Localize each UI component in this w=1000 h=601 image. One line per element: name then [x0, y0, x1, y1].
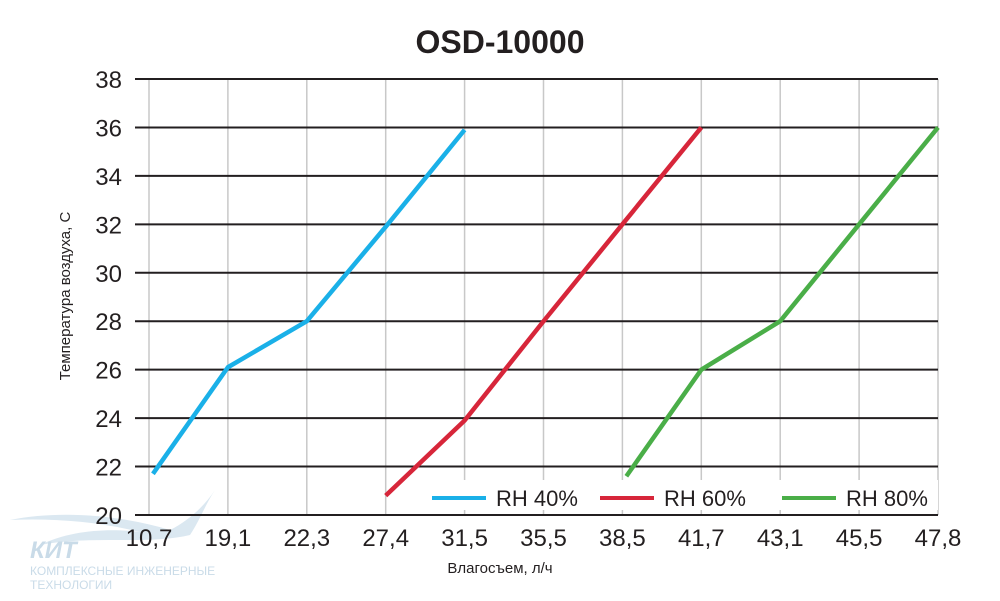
y-tick-labels: 20 22 24 26 28 30 32 34 36 38: [95, 67, 122, 530]
legend-label: RH 80%: [846, 486, 928, 511]
x-tick-labels: 10,7 19,1 22,3 27,4 31,5 35,5 38,5 41,7 43,1 45,5…: [126, 525, 962, 552]
logo-name: КИТ: [30, 537, 79, 564]
y-tick-label: 30: [95, 261, 122, 288]
x-axis-label: Влагосъем, л/ч: [447, 560, 552, 577]
y-tick-label: 38: [95, 67, 122, 94]
y-tick-label: 34: [95, 164, 122, 191]
chart-title: OSD-10000: [416, 24, 585, 60]
x-tick-label: 10,7: [126, 525, 173, 552]
x-tick-label: 47,8: [915, 525, 962, 552]
y-tick-label: 36: [95, 115, 122, 142]
x-tick-label: 22,3: [283, 525, 330, 552]
kit-logo: КИТ КОМПЛЕКСНЫЕ ИНЖЕНЕРНЫЕ ТЕХНОЛОГИИ: [10, 490, 215, 592]
x-tick-label: 19,1: [205, 525, 252, 552]
x-tick-label: 31,5: [441, 525, 488, 552]
logo-line1: КОМПЛЕКСНЫЕ ИНЖЕНЕРНЫЕ: [30, 564, 215, 578]
x-tick-label: 45,5: [836, 525, 883, 552]
legend-bg: [426, 480, 584, 510]
y-tick-label: 26: [95, 358, 122, 385]
logo-line2: ТЕХНОЛОГИИ: [30, 578, 112, 592]
y-tick-label: 20: [95, 503, 122, 530]
y-tick-label: 32: [95, 212, 122, 239]
series-line: [624, 126, 940, 478]
grid: [135, 78, 939, 516]
legend-label: RH 40%: [496, 486, 578, 511]
x-tick-label: 27,4: [362, 525, 409, 552]
series-line: [384, 126, 704, 498]
y-axis-label: Температура воздуха, С: [57, 212, 74, 381]
x-tick-label: 35,5: [520, 525, 567, 552]
series-lines: [151, 126, 940, 498]
legend-bg: [594, 480, 752, 510]
y-tick-label: 24: [95, 406, 122, 433]
legend: RH 40% RH 60% RH 80%: [426, 480, 938, 511]
x-tick-label: 43,1: [757, 525, 804, 552]
x-tick-label: 41,7: [678, 525, 725, 552]
y-tick-label: 28: [95, 309, 122, 336]
y-tick-label: 22: [95, 455, 122, 482]
legend-label: RH 60%: [664, 486, 746, 511]
legend-bg: [776, 480, 938, 510]
x-tick-label: 38,5: [599, 525, 646, 552]
series-line: [151, 128, 467, 476]
logo-wave-icon: [10, 490, 215, 545]
